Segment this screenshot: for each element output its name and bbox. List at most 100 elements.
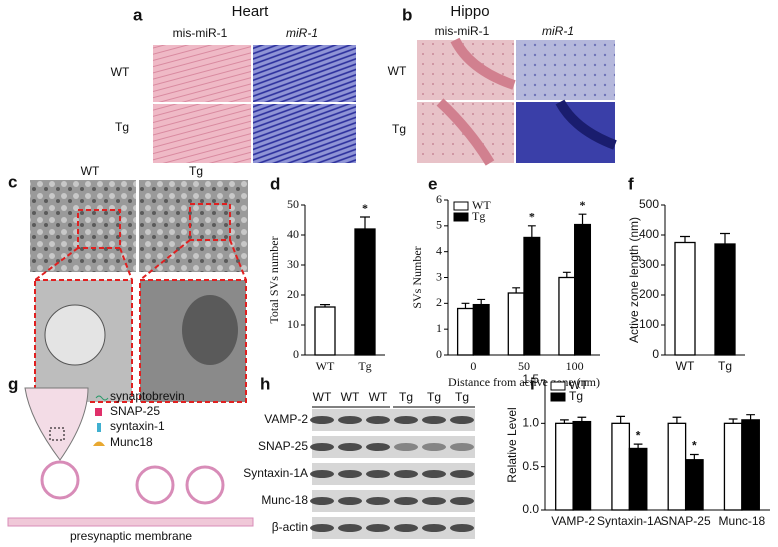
row-label: SNAP-25 xyxy=(258,439,308,453)
lane-label: WT xyxy=(341,390,360,404)
blot-strip xyxy=(312,490,475,512)
blot-band xyxy=(310,416,334,424)
y-tick-label: 1.5 xyxy=(522,372,539,386)
y-tick-label: 4 xyxy=(436,243,442,257)
bar xyxy=(555,422,574,511)
zoom-line xyxy=(119,247,133,281)
tissue-layer xyxy=(555,99,617,150)
zoom-line xyxy=(139,239,191,281)
row-label: Tg xyxy=(115,120,129,134)
blot-strip xyxy=(312,409,475,431)
x-tick-label: VAMP-2 xyxy=(551,514,595,528)
y-tick-label: 40 xyxy=(287,227,299,241)
caption: presynaptic membrane xyxy=(70,529,192,543)
y-axis-label: SVs Number xyxy=(410,246,424,308)
panel-b: b Hippo mis-miR-1 miR-1 WT Tg xyxy=(388,3,617,166)
membrane xyxy=(7,517,254,527)
panel-label: e xyxy=(428,174,437,193)
blot-band xyxy=(366,416,390,424)
y-axis-label: Total SVs number xyxy=(267,236,281,323)
bar xyxy=(523,236,541,356)
blot-band xyxy=(450,497,474,505)
blot-band xyxy=(394,470,418,478)
tissue-layer xyxy=(450,37,516,90)
row-label: VAMP-2 xyxy=(264,412,308,426)
blot-band xyxy=(366,497,390,505)
significance: * xyxy=(362,201,368,215)
panel-label: c xyxy=(8,172,17,191)
column-label: mis-miR-1 xyxy=(435,24,490,38)
legend-swatch xyxy=(550,392,566,402)
x-tick-label: Syntaxin-1A xyxy=(597,514,662,528)
row-label: Syntaxin-1A xyxy=(243,466,308,480)
lane-label: Tg xyxy=(427,390,441,404)
em-image xyxy=(139,180,248,272)
y-tick-label: 1.0 xyxy=(522,416,539,430)
terminal xyxy=(24,387,89,461)
legend-label: syntaxin-1 xyxy=(110,419,165,433)
blot-band xyxy=(394,416,418,424)
column-label: miR-1 xyxy=(542,24,574,38)
bar xyxy=(667,422,687,511)
panel-title: Heart xyxy=(232,3,270,20)
histology-image xyxy=(153,104,251,163)
blot-band xyxy=(310,470,334,478)
chart: i 0.0 0.5 1.0 1.5 Relative Level VAMP-2 Syntaxi… xyxy=(505,372,770,528)
error-bar xyxy=(720,232,730,244)
x-tick-label: Munc-18 xyxy=(719,514,766,528)
error-bar xyxy=(680,235,690,243)
panel-label: h xyxy=(260,374,270,393)
vesicle xyxy=(185,465,225,505)
error-bar xyxy=(461,302,470,309)
error-bar xyxy=(746,414,755,420)
panel-c: c WT Tg xyxy=(8,164,248,403)
histology-image xyxy=(153,45,251,102)
blot-band xyxy=(338,416,362,424)
blot-band xyxy=(422,416,446,424)
y-tick-label: 0 xyxy=(293,347,299,361)
histology-image xyxy=(253,104,356,163)
legend-label: Tg xyxy=(569,389,583,403)
y-tick-label: 30 xyxy=(287,257,299,271)
blot-band xyxy=(450,470,474,478)
panel-h: h WT WT WT Tg Tg Tg VAMP-2 SNAP-25 Syntaxin-1A Mu… xyxy=(243,374,475,539)
chart: d 0 10 20 30 40 50 Total SVs number WT Tg * xyxy=(267,174,385,373)
bar xyxy=(628,447,648,511)
row-label: Munc-18 xyxy=(261,493,308,507)
error-bar xyxy=(562,271,571,278)
y-tick-label: 2 xyxy=(436,295,442,309)
legend-label: SNAP-25 xyxy=(110,404,160,418)
y-tick-label: 3 xyxy=(436,269,442,283)
bar xyxy=(472,303,490,356)
row-label: Tg xyxy=(392,122,406,136)
em-feature xyxy=(44,304,106,366)
panel-label: g xyxy=(8,374,18,393)
y-tick-label: 0 xyxy=(436,347,442,361)
legend-label: synaptobrevin xyxy=(110,389,185,403)
em-feature xyxy=(182,295,238,365)
x-tick-label: Tg xyxy=(718,359,732,373)
error-bar xyxy=(689,453,699,460)
x-tick-label: SNAP-25 xyxy=(661,514,711,528)
panel-label: b xyxy=(402,5,412,24)
x-tick-label: 100 xyxy=(566,359,584,373)
legend-icon xyxy=(93,441,105,446)
significance: * xyxy=(636,428,641,442)
zoom-line xyxy=(229,239,247,281)
vesicle xyxy=(135,465,175,505)
vesicle xyxy=(40,460,80,500)
blot-band xyxy=(422,524,446,532)
blot-band xyxy=(394,497,418,505)
y-tick-label: 20 xyxy=(287,287,299,301)
y-tick-label: 400 xyxy=(639,227,659,241)
legend-label: WT xyxy=(472,198,491,212)
y-tick-label: 50 xyxy=(287,197,299,211)
panel-a: a Heart mis-miR-1 miR-1 WT Tg xyxy=(111,3,356,163)
legend-label: Tg xyxy=(472,209,485,223)
column-label: Tg xyxy=(189,164,203,178)
blot-band xyxy=(366,470,390,478)
error-bar xyxy=(616,415,626,424)
y-tick-label: 10 xyxy=(287,317,299,331)
